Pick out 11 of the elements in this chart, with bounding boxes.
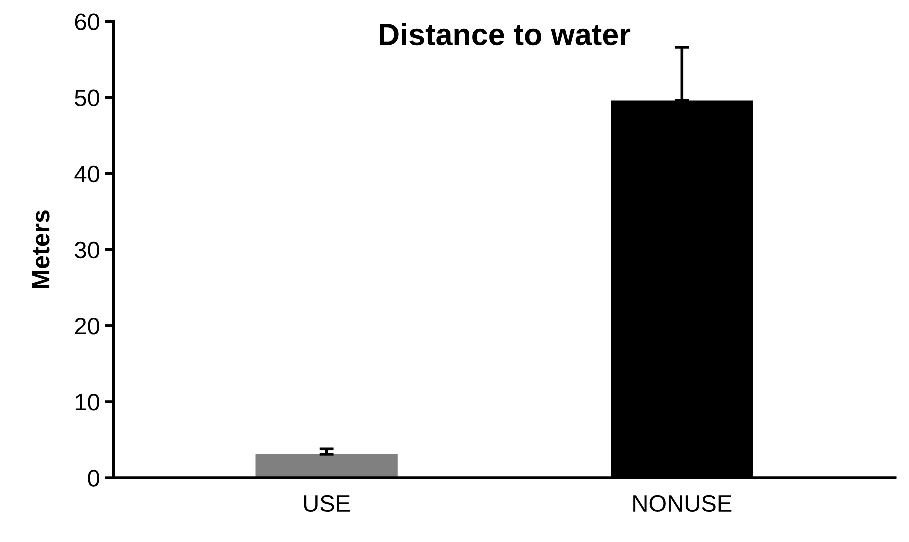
y-tick-label: 0: [88, 470, 100, 487]
y-tick-label: 60: [75, 14, 100, 30]
y-tick-label: 20: [75, 318, 100, 335]
y-tick-label: 30: [75, 242, 100, 259]
y-axis-title: Meters: [32, 210, 50, 288]
x-tick-label: USE: [304, 495, 350, 512]
y-tick-label: 50: [75, 90, 100, 107]
y-tick-label: 10: [76, 394, 100, 411]
x-tick-label: NONUSE: [634, 495, 732, 512]
chart-title: Distance to water: [380, 23, 631, 46]
y-tick-label: 40: [74, 166, 100, 183]
